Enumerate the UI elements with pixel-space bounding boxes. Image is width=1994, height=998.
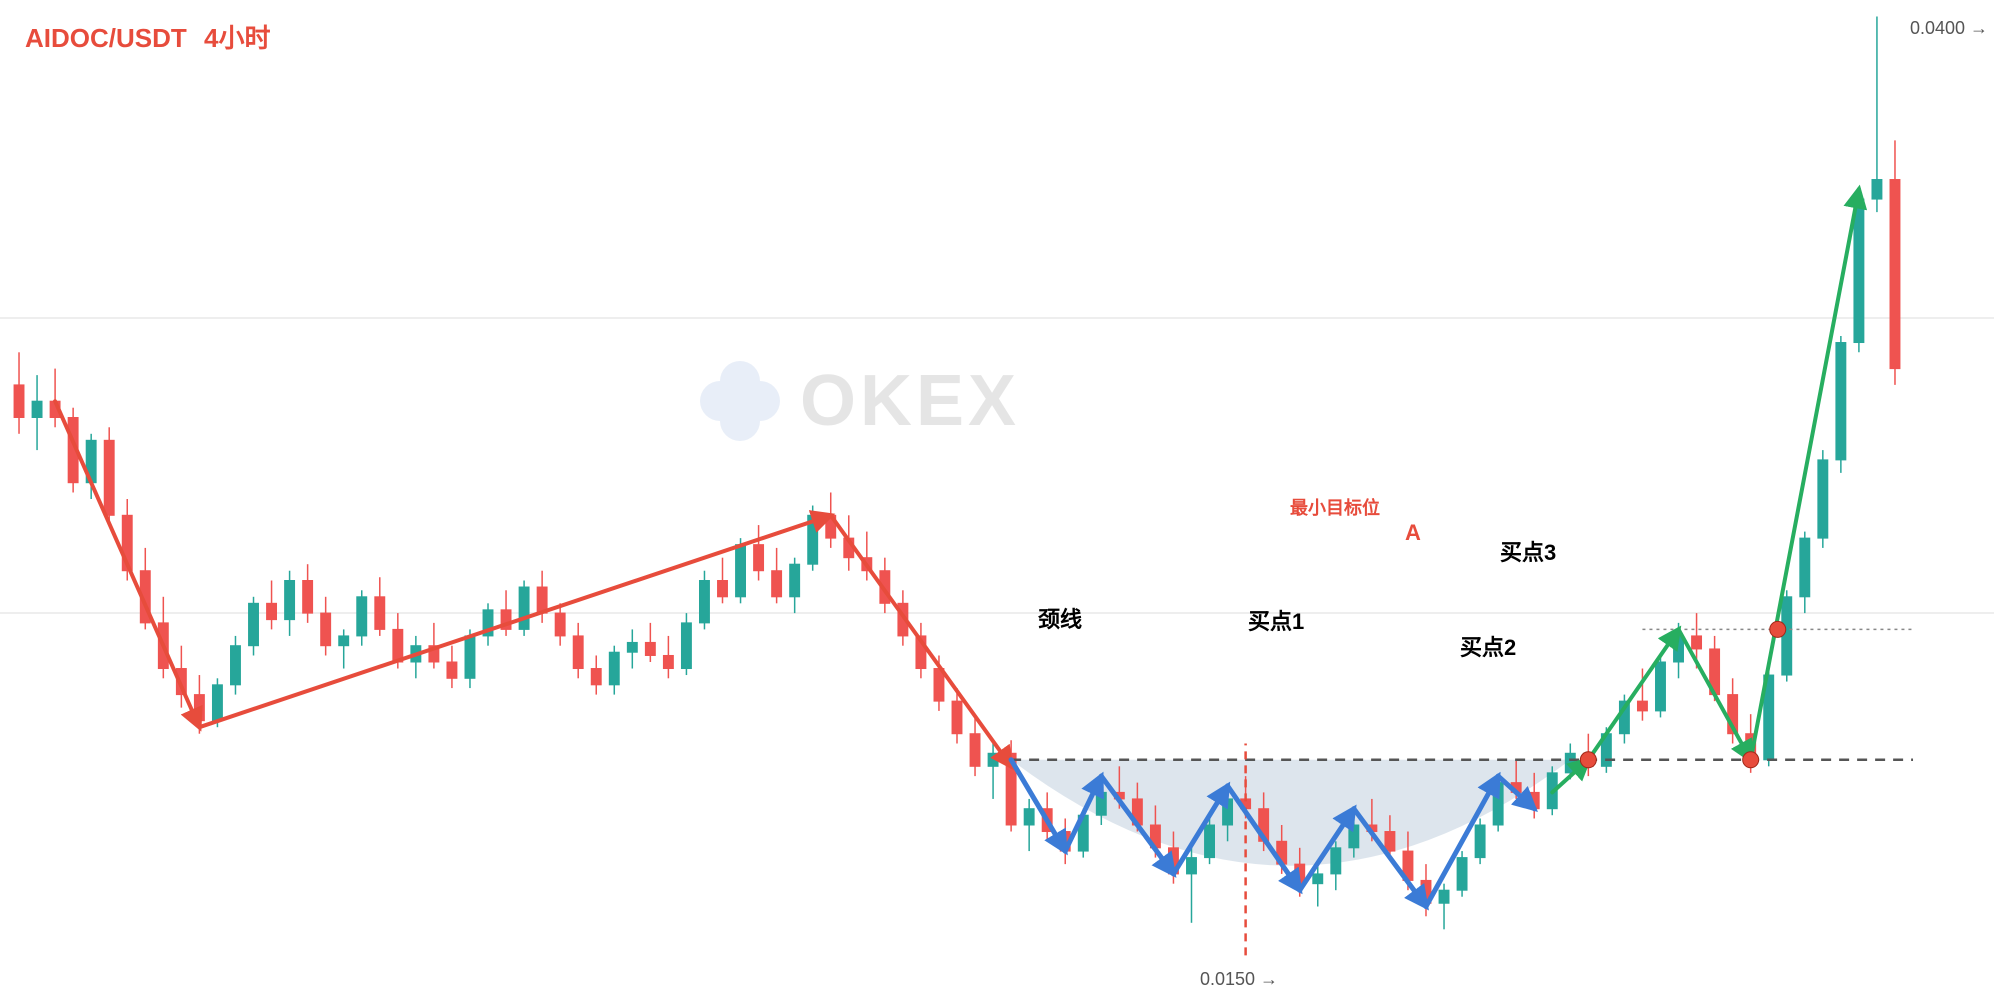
price-label-bottom: 0.0150 → bbox=[1200, 969, 1278, 990]
buy1-label: 买点1 bbox=[1248, 604, 1304, 636]
price-label-top: 0.0400 → bbox=[1910, 18, 1988, 39]
buy3-label: 买点3 bbox=[1500, 535, 1556, 567]
candlestick-chart[interactable] bbox=[0, 0, 1994, 998]
neckline-label: 颈线 bbox=[1038, 602, 1082, 634]
buy2-label: 买点2 bbox=[1460, 630, 1516, 662]
min-target-label: 最小目标位 bbox=[1290, 494, 1380, 520]
chart-container: AIDOC/USDT 4小时 OKEX 0.040 bbox=[0, 0, 1994, 998]
a-label: A bbox=[1405, 520, 1421, 546]
